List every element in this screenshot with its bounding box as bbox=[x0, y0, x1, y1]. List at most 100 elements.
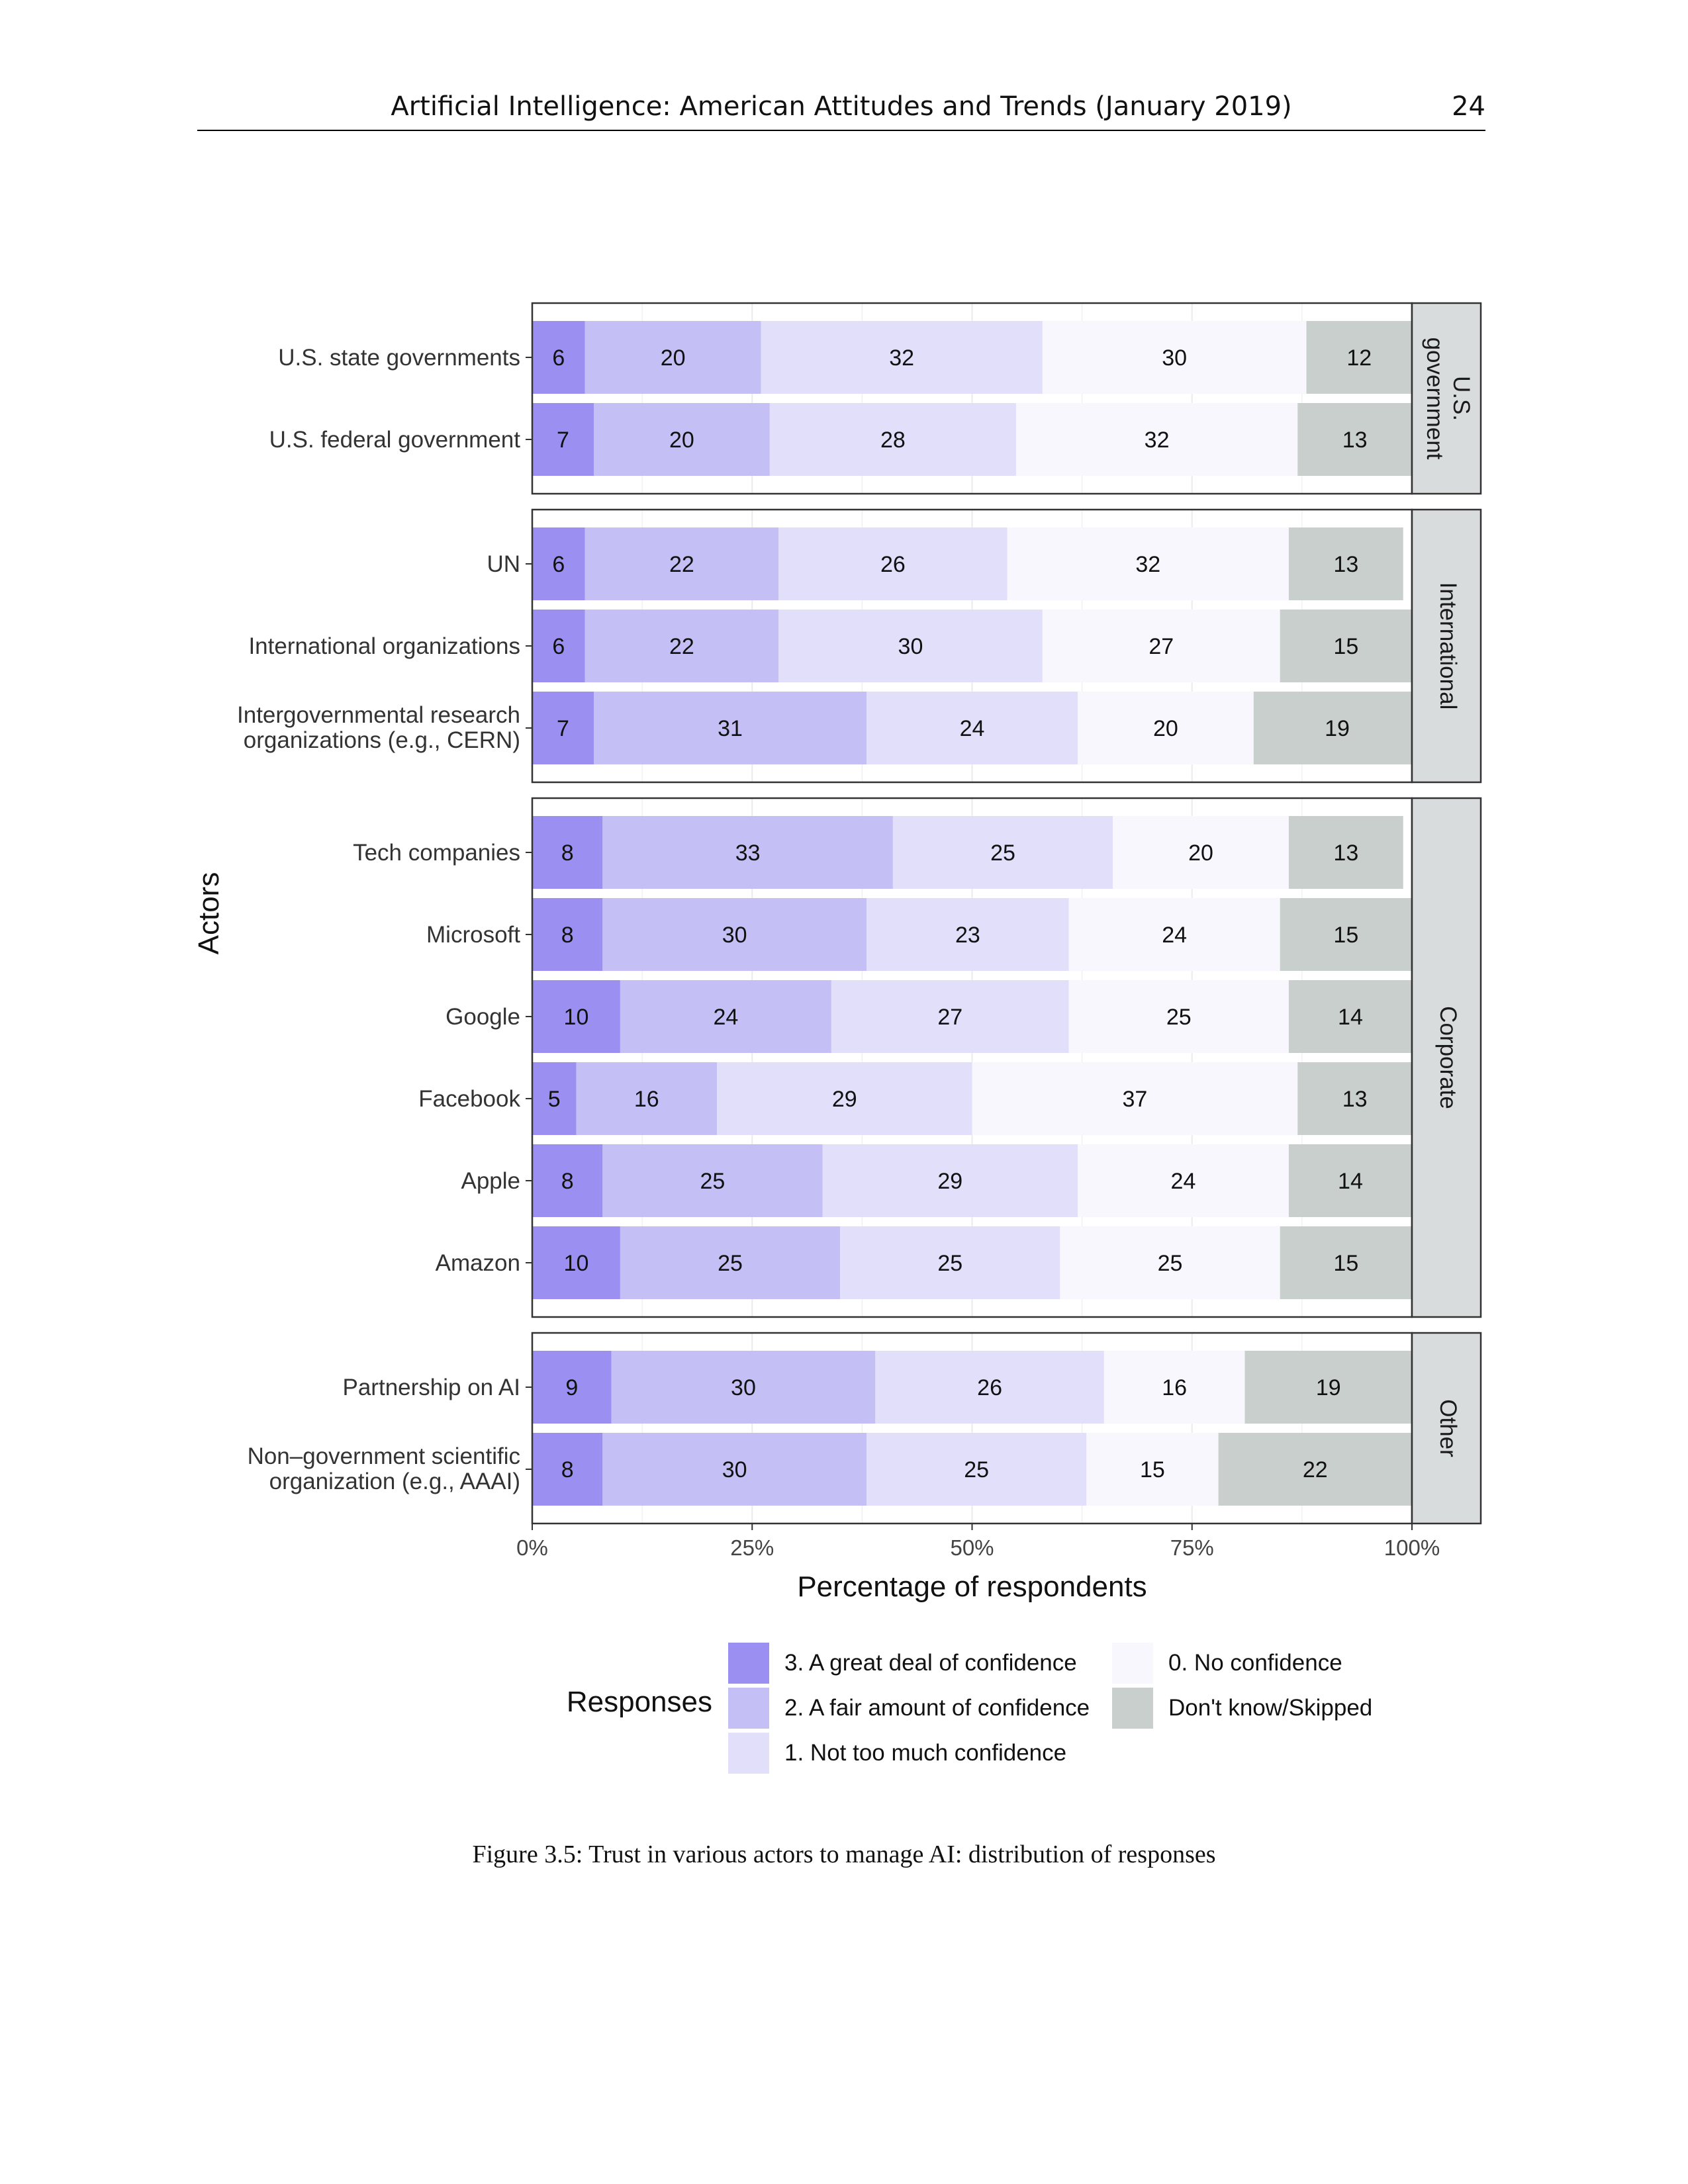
legend-swatch bbox=[728, 1733, 769, 1774]
bar-segment bbox=[532, 692, 594, 764]
legend-label: 2. A fair amount of confidence bbox=[784, 1695, 1090, 1721]
facet-label: International bbox=[1435, 582, 1461, 710]
bar-segment bbox=[1297, 403, 1412, 476]
bar-segment bbox=[532, 1144, 603, 1217]
data-label: 6 bbox=[552, 634, 565, 659]
facet-strip bbox=[1411, 302, 1482, 495]
y-tick-label: Intergovernmental research bbox=[237, 702, 520, 728]
bar-segment bbox=[1113, 816, 1289, 889]
y-tick-label: Amazon bbox=[436, 1250, 520, 1276]
bar-segment bbox=[620, 980, 831, 1053]
data-label: 30 bbox=[731, 1375, 756, 1400]
y-tick-label: Microsoft bbox=[426, 922, 520, 948]
y-tick-label: organizations (e.g., CERN) bbox=[244, 727, 520, 753]
facet-strip bbox=[1411, 797, 1482, 1318]
data-label: 25 bbox=[1166, 1005, 1192, 1030]
bar-segment bbox=[867, 692, 1078, 764]
page-header: Artificial Intelligence: American Attitu… bbox=[197, 91, 1485, 131]
y-tick-label: International organizations bbox=[248, 633, 520, 659]
data-label: 25 bbox=[700, 1169, 726, 1194]
data-label: 37 bbox=[1122, 1087, 1147, 1112]
data-label: 10 bbox=[564, 1251, 589, 1276]
data-label: 22 bbox=[1303, 1457, 1328, 1482]
facet-label: government bbox=[1422, 338, 1448, 460]
data-label: 15 bbox=[1333, 923, 1358, 948]
page-number: 24 bbox=[1452, 91, 1485, 122]
data-label: 7 bbox=[557, 716, 569, 741]
data-label: 30 bbox=[722, 1457, 747, 1482]
x-tick-label: 0% bbox=[516, 1535, 548, 1560]
data-label: 10 bbox=[564, 1005, 589, 1030]
bar-segment bbox=[602, 898, 867, 971]
legend-label: 3. A great deal of confidence bbox=[784, 1650, 1077, 1676]
bar-segment bbox=[594, 403, 770, 476]
data-label: 22 bbox=[669, 552, 694, 577]
bar-segment bbox=[867, 898, 1069, 971]
bar-segment bbox=[717, 1062, 972, 1135]
data-label: 14 bbox=[1338, 1005, 1363, 1030]
bar-segment bbox=[1280, 610, 1412, 682]
data-label: 24 bbox=[713, 1005, 738, 1030]
bar-segment bbox=[532, 610, 585, 682]
bar-segment bbox=[532, 527, 585, 600]
data-label: 8 bbox=[561, 923, 574, 948]
header-title: Artificial Intelligence: American Attitu… bbox=[391, 91, 1292, 122]
y-tick-label: organization (e.g., AAAI) bbox=[269, 1469, 520, 1494]
bar-segment bbox=[602, 1144, 823, 1217]
bar-segment bbox=[585, 321, 761, 394]
bar-segment bbox=[532, 403, 594, 476]
data-label: 33 bbox=[735, 841, 761, 866]
bar-segment bbox=[1077, 1144, 1289, 1217]
bar-segment bbox=[1042, 610, 1280, 682]
bar-segment bbox=[532, 321, 585, 394]
data-label: 24 bbox=[960, 716, 985, 741]
data-label: 12 bbox=[1346, 345, 1372, 371]
data-label: 25 bbox=[990, 841, 1015, 866]
bar-segment bbox=[532, 980, 620, 1053]
data-label: 32 bbox=[1145, 428, 1170, 453]
data-label: 31 bbox=[718, 716, 743, 741]
bar-segment bbox=[1077, 692, 1254, 764]
bar-segment bbox=[620, 1226, 841, 1299]
data-label: 20 bbox=[661, 345, 686, 371]
figure-caption: Figure 3.5: Trust in various actors to m… bbox=[472, 1841, 1216, 1868]
bar-segment bbox=[778, 610, 1043, 682]
data-label: 20 bbox=[1188, 841, 1213, 866]
data-label: 25 bbox=[937, 1251, 962, 1276]
bar-segment bbox=[1288, 1144, 1412, 1217]
bar-segment bbox=[532, 898, 603, 971]
x-tick-label: 50% bbox=[950, 1535, 994, 1560]
bar-segment bbox=[532, 816, 603, 889]
y-tick-label: U.S. federal government bbox=[269, 427, 521, 453]
legend-title: Responses bbox=[567, 1686, 712, 1718]
data-label: 13 bbox=[1333, 552, 1358, 577]
x-tick-label: 100% bbox=[1384, 1535, 1440, 1560]
bar-segment bbox=[585, 610, 779, 682]
facet-label: U.S. bbox=[1448, 376, 1474, 421]
bar-segment bbox=[1288, 980, 1412, 1053]
data-label: 22 bbox=[669, 634, 694, 659]
data-label: 13 bbox=[1333, 841, 1358, 866]
bar-segment bbox=[1253, 692, 1421, 764]
y-tick-label: Tech companies bbox=[353, 840, 520, 866]
data-label: 19 bbox=[1325, 716, 1350, 741]
data-label: 15 bbox=[1333, 634, 1358, 659]
data-label: 32 bbox=[889, 345, 914, 371]
bar-segment bbox=[1007, 527, 1289, 600]
data-label: 25 bbox=[718, 1251, 743, 1276]
bar-segment bbox=[761, 321, 1043, 394]
data-label: 16 bbox=[634, 1087, 659, 1112]
legend-swatch bbox=[1112, 1688, 1153, 1729]
bar-segment bbox=[1068, 980, 1289, 1053]
bar-segment bbox=[1042, 321, 1307, 394]
bar-segment bbox=[594, 692, 867, 764]
y-tick-label: U.S. state governments bbox=[278, 345, 520, 371]
bar-segment bbox=[1280, 1226, 1412, 1299]
bar-segment bbox=[602, 1433, 867, 1506]
data-label: 16 bbox=[1162, 1375, 1187, 1400]
data-label: 30 bbox=[898, 634, 923, 659]
bar-segment bbox=[532, 1351, 612, 1424]
bar-segment bbox=[576, 1062, 718, 1135]
bar-segment bbox=[1244, 1351, 1412, 1424]
bar-segment bbox=[875, 1351, 1104, 1424]
